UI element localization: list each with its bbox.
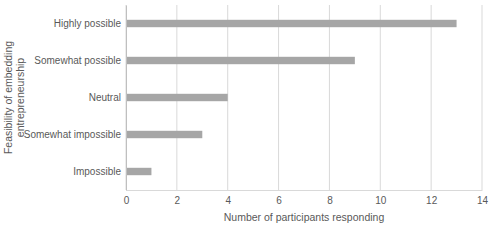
x-tick-label: 4 [225, 195, 231, 206]
y-tick: Impossible [73, 166, 126, 177]
y-tick: Somewhat possible [34, 55, 126, 66]
x-tick: 6 [276, 190, 282, 206]
y-tick: Highly possible [54, 18, 126, 29]
grid-line [126, 5, 127, 190]
y-tick-label: Somewhat possible [34, 55, 121, 66]
grid-line [329, 5, 330, 190]
x-tick: 0 [124, 190, 130, 206]
bars [126, 20, 457, 175]
y-axis: Highly possible Somewhat possible Neutral S… [24, 6, 127, 191]
bar [126, 94, 228, 101]
y-tick-label: Neutral [89, 92, 121, 103]
x-tick: 4 [225, 190, 231, 206]
x-axis: 0 2 4 6 8 10 12 14 [124, 190, 489, 206]
y-tick-label: Highly possible [54, 18, 122, 29]
y-tick-label: Somewhat impossible [24, 129, 122, 140]
y-axis-line [126, 6, 127, 191]
x-axis-title: Number of participants responding [224, 211, 385, 223]
x-tick-label: 10 [375, 195, 387, 206]
x-tick: 8 [327, 190, 333, 206]
y-axis-title: Feasibility of embeddingentrepreneurship [2, 41, 26, 154]
x-tick: 14 [477, 190, 489, 206]
x-tick-label: 12 [426, 195, 438, 206]
y-axis-title-line: entrepreneurship [14, 58, 26, 138]
grid [126, 5, 482, 190]
plot-area: 0 2 4 6 8 10 12 14 Highly possible Somewhat possi… [24, 5, 489, 206]
bar [126, 131, 202, 138]
grid-line [278, 5, 279, 190]
y-tick: Somewhat impossible [24, 129, 126, 140]
bar [126, 168, 151, 175]
x-axis-line [127, 190, 483, 191]
bar [126, 20, 457, 27]
x-tick-label: 2 [175, 195, 181, 206]
x-tick: 12 [426, 190, 438, 206]
grid-line [431, 5, 432, 190]
grid-line [482, 5, 483, 190]
chart: 0 2 4 6 8 10 12 14 Highly possible Somewhat possi… [0, 0, 500, 226]
y-tick-label: Impossible [73, 166, 121, 177]
x-tick-label: 8 [327, 195, 333, 206]
x-tick-label: 14 [477, 195, 489, 206]
y-axis-title-line: Feasibility of embedding [2, 41, 14, 154]
x-tick: 2 [175, 190, 181, 206]
x-tick-label: 6 [276, 195, 282, 206]
x-tick: 10 [375, 190, 387, 206]
x-tick-label: 0 [124, 195, 130, 206]
bar [126, 57, 355, 64]
y-tick: Neutral [89, 92, 126, 103]
grid-line [380, 5, 381, 190]
